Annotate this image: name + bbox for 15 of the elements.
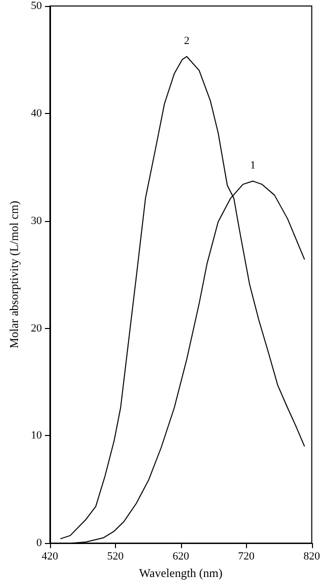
y-tick-label: 50 [30,0,42,12]
x-tick-label: 520 [107,550,124,563]
x-tick-label: 420 [42,550,59,563]
x-tick-label: 720 [238,550,256,563]
x-tick-label: 820 [304,550,320,563]
y-tick-label: 0 [36,537,42,550]
y-tick-label: 10 [30,430,42,442]
y-axis-title: Molar absorptivity (L/mol cm) [7,200,21,348]
series-label: 1 [250,160,256,172]
x-tick-label: 620 [172,550,190,563]
x-axis-title: Wavelength (nm) [139,566,222,580]
y-tick-label: 20 [30,322,42,334]
y-tick-label: 30 [30,214,42,227]
series-label: 2 [184,34,190,47]
y-tick-label: 40 [30,107,42,120]
